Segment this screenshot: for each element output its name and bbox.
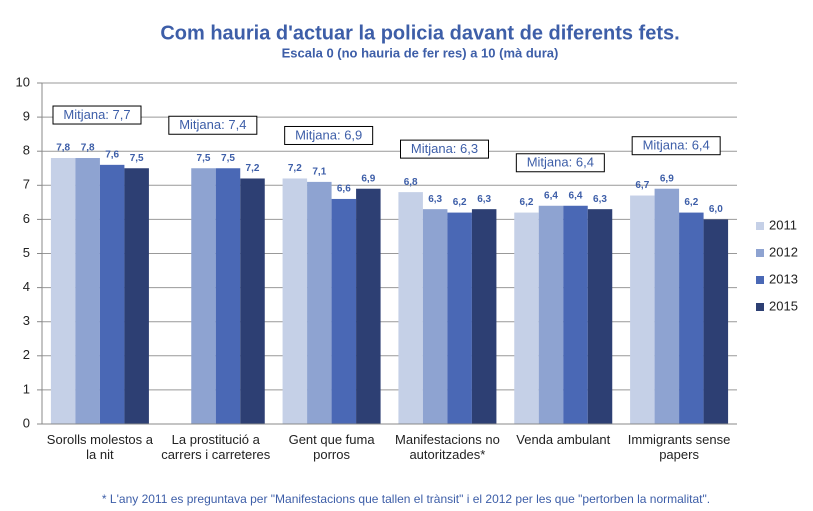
legend-label: 2015: [769, 298, 798, 313]
bar: [99, 164, 125, 424]
bar: [703, 219, 729, 424]
data-label: 7,1: [312, 167, 326, 178]
data-label: 6,8: [404, 177, 418, 188]
legend-label: 2013: [769, 271, 798, 286]
data-label: 6,9: [361, 173, 375, 184]
chart-title: Com hauria d'actuar la policia davant de…: [160, 22, 679, 44]
data-label: 6,3: [428, 194, 442, 205]
bar: [654, 188, 680, 424]
data-label: 7,2: [288, 163, 302, 174]
x-tick-label: Manifestacions no autoritzades*: [395, 432, 500, 462]
y-tick-label: 9: [23, 109, 30, 124]
data-label: 7,6: [105, 149, 119, 160]
data-label: 7,2: [246, 163, 260, 174]
footnote: * L'any 2011 es preguntava per "Manifest…: [102, 492, 710, 506]
bar: [124, 168, 149, 424]
bar: [331, 198, 357, 424]
bar: [587, 209, 613, 424]
annotation: Mitjana: 7,4: [179, 117, 246, 132]
y-tick-label: 8: [23, 143, 30, 158]
y-tick-label: 6: [23, 211, 30, 226]
data-label: 6,0: [709, 204, 723, 215]
bar: [75, 158, 100, 424]
bar: [447, 212, 472, 424]
data-label: 6,9: [660, 173, 674, 184]
legend-swatch: [756, 276, 764, 284]
bar: [282, 178, 308, 424]
x-tick-label: Gent que fuma porros: [288, 432, 375, 462]
annotation: Mitjana: 6,4: [643, 138, 710, 153]
data-label: 6,2: [684, 197, 698, 208]
data-label: 6,3: [593, 194, 607, 205]
legend-swatch: [756, 222, 764, 230]
annotation-box: [515, 153, 605, 173]
data-label: 6,6: [337, 184, 351, 195]
annotation: Mitjana: 6,3: [411, 141, 478, 156]
annotation-box: [168, 115, 258, 135]
bar: [215, 168, 241, 424]
data-label: 6,3: [477, 194, 491, 205]
y-tick-label: 10: [16, 74, 30, 89]
x-tick-label: La prostitució a carrers i carreteres: [161, 432, 271, 462]
data-label: 7,5: [221, 153, 235, 164]
y-tick-label: 3: [23, 313, 30, 328]
y-tick-label: 1: [23, 381, 30, 396]
x-tick-label: Immigrants sense papers: [627, 432, 731, 462]
annotation-box: [284, 125, 374, 145]
data-label: 7,8: [81, 143, 95, 154]
y-tick-label: 2: [23, 347, 30, 362]
annotation-box: [52, 105, 142, 125]
data-label: 6,4: [544, 190, 558, 201]
data-label: 7,5: [130, 153, 144, 164]
data-label: 6,2: [453, 197, 467, 208]
annotation: Mitjana: 7,7: [63, 107, 130, 122]
legend-swatch: [756, 303, 764, 311]
bar: [538, 205, 564, 424]
data-label: 7,5: [197, 153, 211, 164]
data-label: 6,2: [520, 197, 534, 208]
bar: [307, 181, 332, 424]
bar: [422, 209, 448, 424]
y-tick-label: 7: [23, 177, 30, 192]
legend-swatch: [756, 249, 764, 257]
annotation: Mitjana: 6,9: [295, 127, 362, 142]
annotation: Mitjana: 6,4: [527, 155, 594, 170]
data-label: 7,8: [56, 143, 70, 154]
x-tick-label: Sorolls molestos a la nit: [46, 432, 154, 462]
legend-label: 2011: [769, 217, 797, 232]
bar: [191, 168, 216, 424]
bar: [630, 195, 655, 424]
bar: [471, 209, 497, 424]
data-label: 6,7: [635, 180, 649, 191]
x-tick-label: Venda ambulant: [516, 432, 611, 447]
bar: [679, 212, 704, 424]
bar: [240, 178, 265, 424]
annotation-box: [631, 136, 721, 156]
bar: [356, 188, 381, 424]
data-label: 6,4: [569, 190, 583, 201]
bar: [514, 212, 539, 424]
legend-label: 2012: [769, 244, 798, 259]
chart-subtitle: Escala 0 (no hauria de fer res) a 10 (mà…: [282, 45, 559, 60]
y-tick-label: 0: [23, 415, 30, 430]
y-tick-label: 4: [23, 279, 30, 294]
bar: [398, 192, 423, 424]
annotation-box: [400, 139, 489, 159]
y-tick-label: 5: [23, 245, 30, 260]
bar: [50, 158, 76, 424]
bar: [563, 205, 588, 424]
